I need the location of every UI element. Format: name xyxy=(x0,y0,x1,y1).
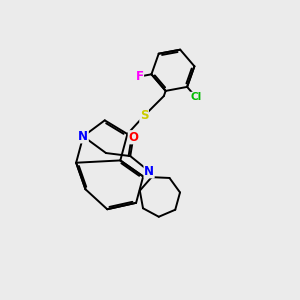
Text: N: N xyxy=(78,130,88,143)
Text: N: N xyxy=(144,165,154,178)
Text: F: F xyxy=(136,70,143,83)
Text: S: S xyxy=(140,109,148,122)
Text: O: O xyxy=(128,131,138,144)
Text: Cl: Cl xyxy=(190,92,202,102)
